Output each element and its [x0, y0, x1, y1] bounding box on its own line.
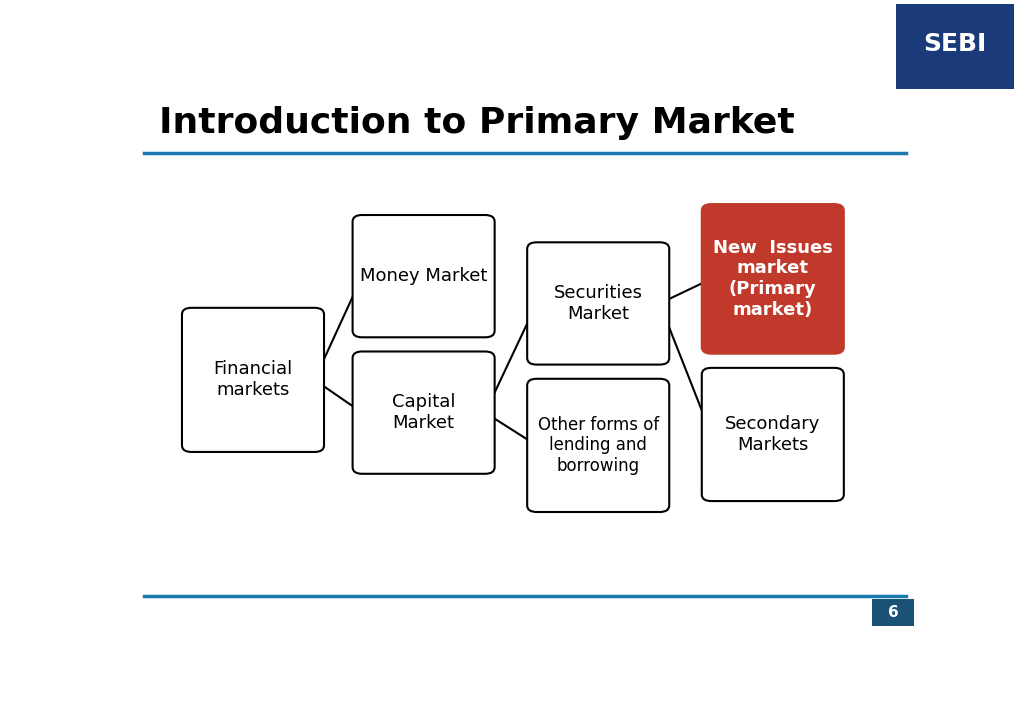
Text: Other forms of
lending and
borrowing: Other forms of lending and borrowing — [538, 415, 658, 475]
Text: Capital
Market: Capital Market — [392, 393, 456, 432]
Text: Securities
Market: Securities Market — [554, 284, 643, 323]
Text: Money Market: Money Market — [359, 267, 487, 285]
Text: Secondary
Markets: Secondary Markets — [725, 415, 820, 454]
Text: Introduction to Primary Market: Introduction to Primary Market — [160, 106, 795, 140]
FancyBboxPatch shape — [527, 379, 670, 512]
Text: SEBI: SEBI — [924, 33, 986, 57]
FancyBboxPatch shape — [701, 204, 844, 354]
FancyBboxPatch shape — [182, 308, 324, 452]
FancyBboxPatch shape — [701, 368, 844, 501]
Text: 6: 6 — [888, 605, 898, 620]
Text: New  Issues
market
(Primary
market): New Issues market (Primary market) — [713, 239, 833, 319]
FancyBboxPatch shape — [527, 242, 670, 364]
FancyBboxPatch shape — [872, 599, 913, 625]
Text: Financial
markets: Financial markets — [213, 360, 293, 399]
FancyBboxPatch shape — [352, 215, 495, 337]
FancyBboxPatch shape — [896, 4, 1014, 89]
FancyBboxPatch shape — [352, 352, 495, 474]
